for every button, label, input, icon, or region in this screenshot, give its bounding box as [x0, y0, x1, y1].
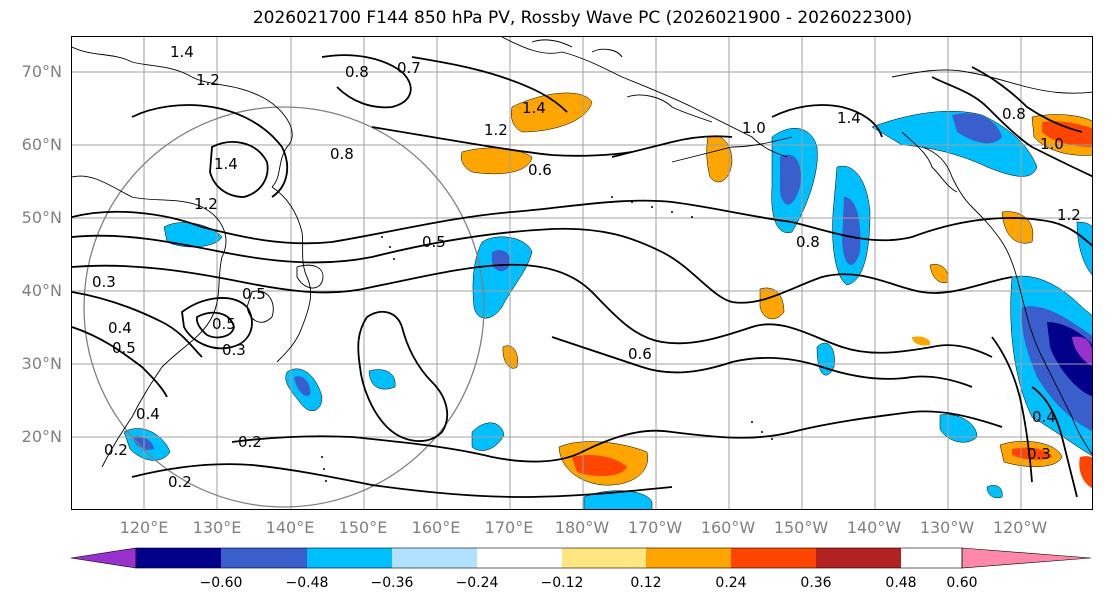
lon-label: 140°E	[265, 518, 315, 537]
contour-label: 1.2	[1057, 206, 1081, 224]
contour-label: 0.3	[222, 341, 246, 359]
graticule	[72, 37, 1092, 509]
contour-label: 0.4	[108, 319, 132, 337]
contour-label: 1.2	[484, 121, 508, 139]
contour-label: 0.6	[628, 345, 652, 363]
contour-label: 1.4	[214, 155, 238, 173]
colorbar-segment	[136, 548, 221, 568]
contour-label: 0.2	[238, 433, 262, 451]
lon-label: 140°W	[846, 518, 902, 537]
lon-label: 160°E	[411, 518, 461, 537]
lon-label: 150°W	[773, 518, 829, 537]
lon-label: 130°W	[919, 518, 975, 537]
negative-anomaly-shading	[123, 111, 1092, 509]
contour-label: 0.6	[528, 161, 552, 179]
colorbar-segment	[961, 547, 1092, 569]
colorbar-tick-label: 0.24	[715, 575, 747, 591]
island-chains	[321, 196, 773, 482]
map-svg: 1.4 1.2 0.8 0.7 1.4 1.2 1.4 1.2 0.8 0.6 …	[72, 37, 1092, 509]
colorbar-tick-label: 0.60	[946, 575, 978, 591]
colorbar-segment	[392, 548, 477, 568]
lat-label: 30°N	[21, 354, 62, 373]
contour-label: 1.0	[742, 119, 766, 137]
contour-label: 0.3	[92, 273, 116, 291]
lon-label: 160°W	[700, 518, 756, 537]
colorbar-tick-label: −0.12	[540, 575, 584, 591]
contour-label: 0.5	[112, 339, 136, 357]
colorbar-segment	[307, 548, 392, 568]
contour-label: 1.2	[194, 195, 218, 213]
contour-label: 0.4	[1032, 408, 1056, 426]
contour-label: 1.4	[837, 109, 861, 127]
colorbar-tick-label: −0.60	[199, 575, 243, 591]
lon-label: 170°E	[484, 518, 534, 537]
contour-label: 0.8	[345, 63, 369, 81]
contour-label: 1.4	[170, 43, 194, 61]
colorbar-tick-label: 0.36	[800, 575, 832, 591]
contour-label: 0.8	[330, 145, 354, 163]
colorbar-segment	[70, 547, 137, 569]
lat-label: 70°N	[21, 62, 62, 81]
colorbar	[70, 547, 1092, 569]
contour-label: 1.0	[1040, 135, 1064, 153]
colorbar-segment	[816, 548, 901, 568]
reference-circle	[83, 106, 485, 508]
contour-label: 0.2	[168, 473, 192, 491]
coastlines	[72, 37, 1092, 468]
colorbar-tick-label: 0.48	[885, 575, 917, 591]
map-panel: 1.4 1.2 0.8 0.7 1.4 1.2 1.4 1.2 0.8 0.6 …	[71, 36, 1093, 510]
contour-labels: 1.4 1.2 0.8 0.7 1.4 1.2 1.4 1.2 0.8 0.6 …	[92, 43, 1081, 491]
lat-label: 20°N	[21, 427, 62, 446]
lat-label: 40°N	[21, 281, 62, 300]
contour-label: 0.8	[796, 233, 820, 251]
contour-label: 1.4	[522, 99, 546, 117]
colorbar-tick-label: −0.24	[455, 575, 499, 591]
lon-label: 150°E	[338, 518, 388, 537]
contour-label: 0.5	[422, 233, 446, 251]
lat-label: 60°N	[21, 135, 62, 154]
pv-contours	[72, 54, 1092, 498]
contour-label: 0.5	[242, 285, 266, 303]
colorbar-segment	[646, 548, 731, 568]
lon-label: 130°E	[192, 518, 242, 537]
lon-label: 120°E	[119, 518, 169, 537]
lon-label: 120°W	[992, 518, 1048, 537]
contour-label: 0.7	[397, 59, 421, 77]
map-title: 2026021700 F144 850 hPa PV, Rossby Wave …	[252, 8, 913, 28]
contour-label: 0.5	[212, 315, 236, 333]
contour-label: 1.2	[196, 71, 220, 89]
lon-label: 170°W	[627, 518, 683, 537]
lon-label: 180°W	[554, 518, 610, 537]
colorbar-tick-label: −0.36	[370, 575, 414, 591]
colorbar-segments	[70, 547, 1092, 569]
colorbar-segment	[562, 548, 646, 568]
colorbar-outline	[135, 547, 963, 569]
lat-label: 50°N	[21, 208, 62, 227]
contour-label: 0.4	[136, 405, 160, 423]
contour-label: 0.2	[104, 441, 128, 459]
colorbar-segment	[731, 548, 816, 568]
colorbar-segment	[477, 548, 562, 568]
colorbar-tick-label: 0.12	[630, 575, 662, 591]
colorbar-tick-label: −0.48	[285, 575, 329, 591]
contour-label: 0.8	[1002, 105, 1026, 123]
contour-label: 0.3	[1027, 445, 1051, 463]
colorbar-segment	[221, 548, 307, 568]
